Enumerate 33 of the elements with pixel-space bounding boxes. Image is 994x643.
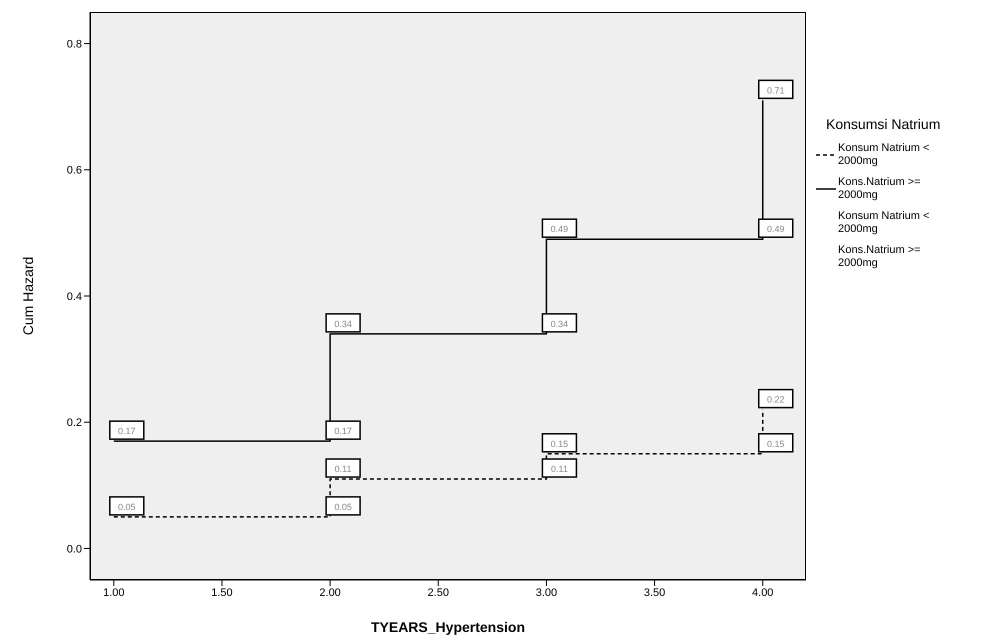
data-label: 0.49 xyxy=(550,224,568,234)
x-tick-label: 1.50 xyxy=(211,586,233,599)
x-tick-label: 3.00 xyxy=(536,586,558,599)
y-tick-label: 0.0 xyxy=(66,543,82,556)
y-tick-label: 0.6 xyxy=(66,164,82,177)
data-label: 0.15 xyxy=(550,438,568,449)
legend-label: Kons.Natrium >= 2000mg xyxy=(838,175,922,203)
y-tick-label: 0.2 xyxy=(66,417,82,430)
text: Konsum Natrium < 2000mg xyxy=(838,209,930,237)
data-label: 0.17 xyxy=(118,426,136,436)
data-label: 0.34 xyxy=(334,318,352,329)
x-tick-label: 2.00 xyxy=(319,586,341,599)
data-label: 0.11 xyxy=(550,464,568,474)
x-tick-label: 4.00 xyxy=(752,586,774,599)
data-label: 0.49 xyxy=(766,224,785,234)
text: Kons.Natrium >= 2000mg xyxy=(838,243,922,271)
data-label: 0.15 xyxy=(766,438,785,449)
data-label: 0.22 xyxy=(766,394,785,405)
data-label: 0.17 xyxy=(334,426,352,436)
data-label: 0.34 xyxy=(550,318,568,329)
x-axis-title: TYEARS_Hypertension xyxy=(370,619,526,635)
legend-title: Konsumsi Natrium xyxy=(826,116,942,132)
legend-label: Konsum Natrium < 2000mg xyxy=(838,141,930,169)
x-tick-label: 2.50 xyxy=(428,586,449,599)
y-tick-label: 0.8 xyxy=(66,38,82,50)
y-tick-label: 0.4 xyxy=(66,290,82,303)
y-axis-title: Cum Hazard xyxy=(20,256,36,336)
data-label: 0.05 xyxy=(334,502,352,512)
data-label: 0.05 xyxy=(118,502,136,512)
data-label: 0.11 xyxy=(334,464,352,474)
x-tick-label: 3.50 xyxy=(644,586,666,599)
x-tick-label: 1.00 xyxy=(103,586,125,599)
data-label: 0.71 xyxy=(766,85,785,96)
